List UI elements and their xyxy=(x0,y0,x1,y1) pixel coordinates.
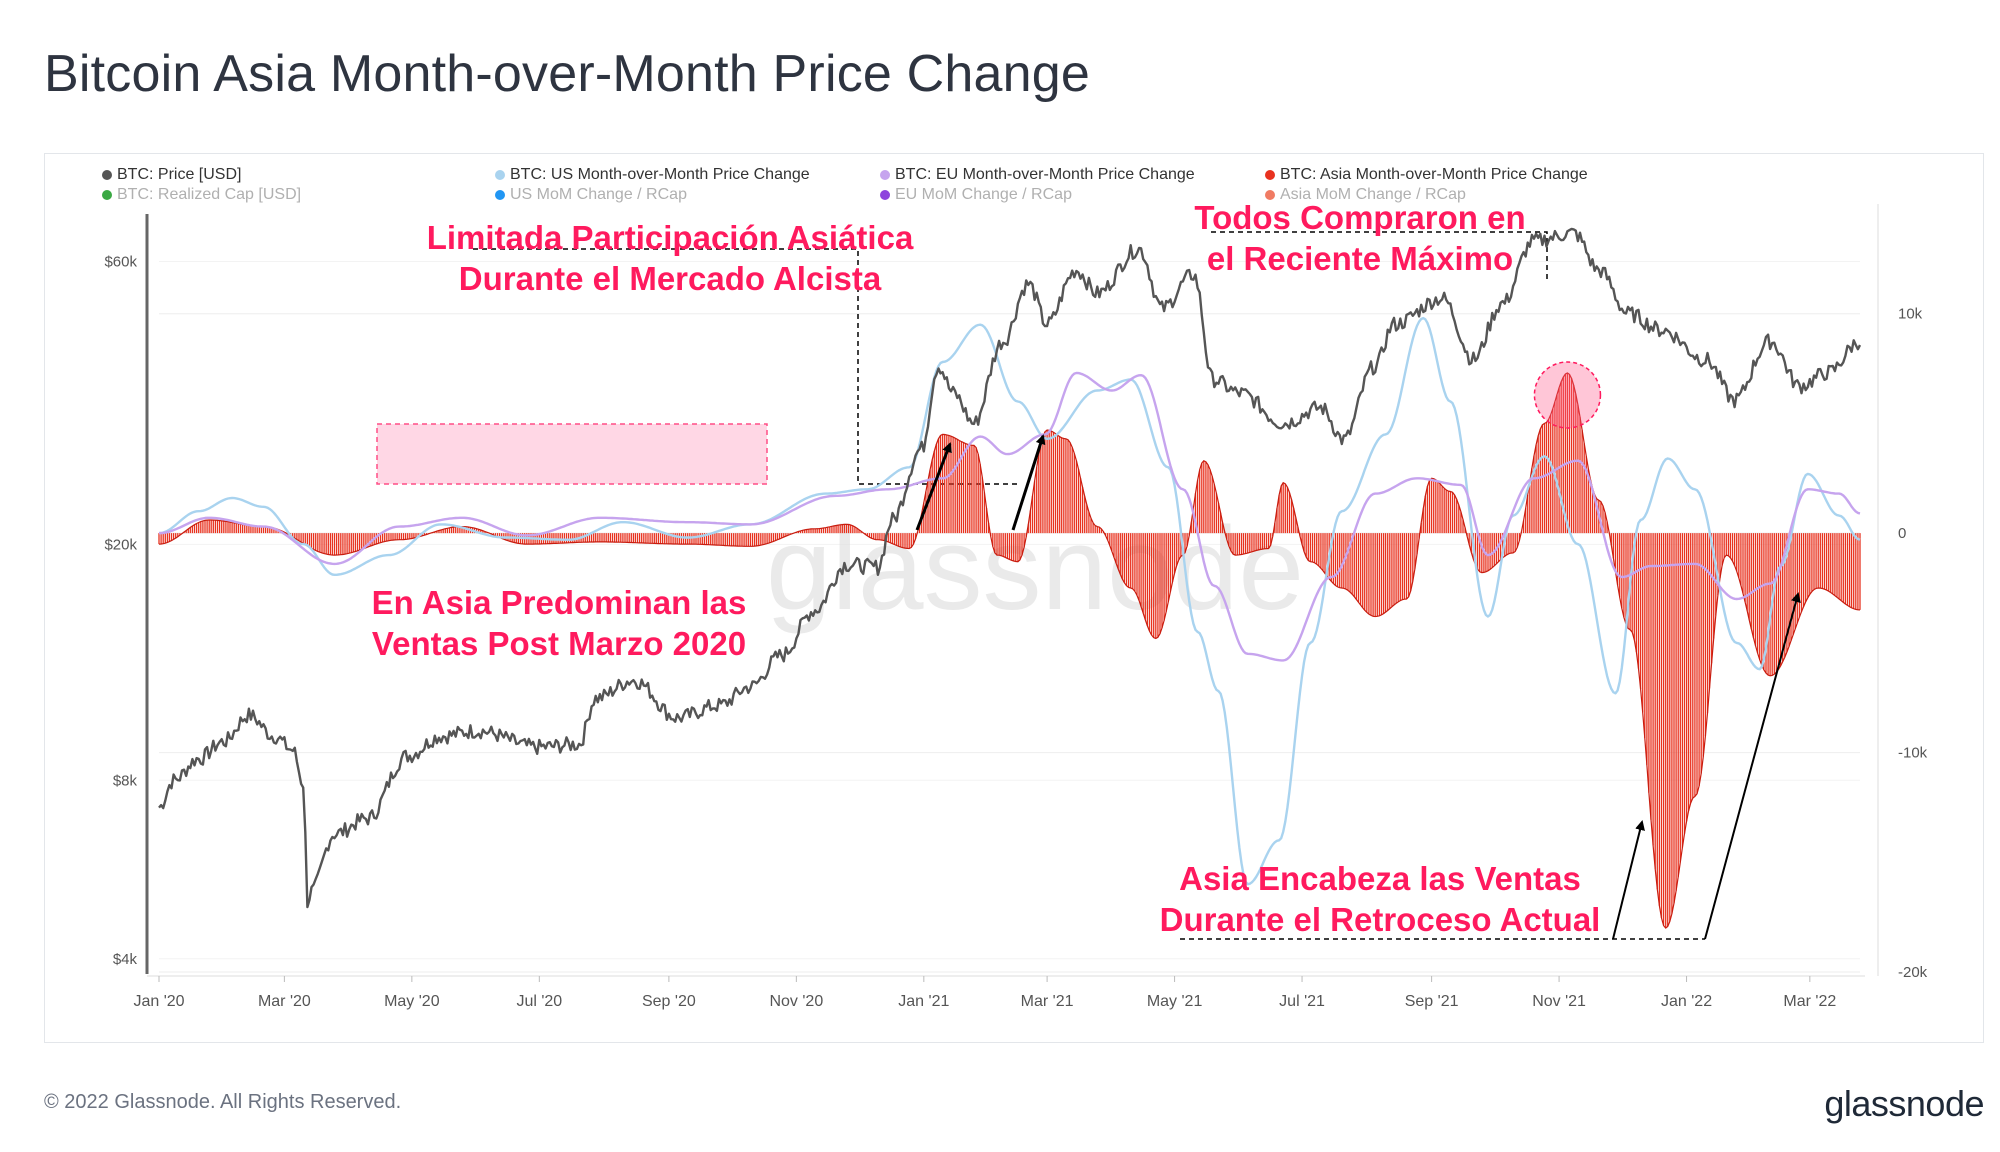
legend-label-1[interactable]: BTC: US Month-over-Month Price Change xyxy=(510,166,810,183)
legend-swatch-2 xyxy=(880,170,890,180)
legend-swatch-4 xyxy=(102,190,112,200)
axes: Jan '20 Mar '20 May '20 Jul '20 Sep '20 Nov '… xyxy=(104,204,1928,1010)
x-tick-label-1: Mar '20 xyxy=(258,993,311,1010)
legend: BTC: Price [USD] BTC: US Month-over-Month… xyxy=(102,166,1588,203)
annotation-text-2: Todos Compraron en xyxy=(1194,199,1525,236)
x-tick-label-11: Nov '21 xyxy=(1532,993,1586,1010)
x-tick-label-0: Jan '20 xyxy=(133,993,184,1010)
annotation-text-4: En Asia Predominan las xyxy=(372,584,747,621)
annotation-arrow-2 xyxy=(1612,820,1645,940)
y-left-tick-label-2: $20k xyxy=(104,536,137,553)
x-tick-label-2: May '20 xyxy=(384,993,440,1010)
annotation-text-7: Durante el Retroceso Actual xyxy=(1160,901,1601,938)
legend-label-2[interactable]: BTC: EU Month-over-Month Price Change xyxy=(895,166,1195,183)
x-tick-label-6: Jan '21 xyxy=(898,993,949,1010)
x-tick-label-5: Nov '20 xyxy=(769,993,823,1010)
x-tick-label-10: Sep '21 xyxy=(1405,993,1459,1010)
series-line-1 xyxy=(158,316,1861,886)
legend-swatch-3 xyxy=(1265,170,1275,180)
chart-svg: BTC: Price [USD] BTC: US Month-over-Month… xyxy=(102,166,1928,1010)
x-tick-label-9: Jul '21 xyxy=(1279,993,1325,1010)
legend-label-0[interactable]: BTC: Price [USD] xyxy=(117,166,241,183)
peak-highlight-circle xyxy=(1533,361,1602,429)
annotation-text-5: Ventas Post Marzo 2020 xyxy=(372,625,746,662)
series-lines xyxy=(158,227,1862,909)
annotation-text-1: Durante el Mercado Alcista xyxy=(459,260,882,297)
dashed-bracket-bullmarket xyxy=(473,248,1017,485)
annotation-arrows xyxy=(915,434,1801,940)
y-right-tick-label-3: -20k xyxy=(1898,964,1928,981)
series-line-0 xyxy=(158,227,1862,909)
legend-label-5[interactable]: US MoM Change / RCap xyxy=(510,186,687,203)
annotation-arrow-3 xyxy=(1704,592,1801,940)
legend-label-3[interactable]: BTC: Asia Month-over-Month Price Change xyxy=(1280,166,1588,183)
legend-swatch-5 xyxy=(495,190,505,200)
legend-swatch-7 xyxy=(1265,190,1275,200)
y-left-tick-label-1: $8k xyxy=(113,772,138,789)
chart-frame: BTC: Price [USD] BTC: US Month-over-Month… xyxy=(44,153,1984,1043)
x-tick-label-3: Jul '20 xyxy=(516,993,562,1010)
x-tick-label-13: Mar '22 xyxy=(1783,993,1836,1010)
shaded-selling-region xyxy=(376,423,768,485)
asia-outline xyxy=(158,372,1861,929)
y-right-tick-label-1: 0 xyxy=(1898,525,1906,542)
annotation-text-6: Asia Encabeza las Ventas xyxy=(1179,860,1581,897)
legend-swatch-1 xyxy=(495,170,505,180)
footer-copyright: © 2022 Glassnode. All Rights Reserved. xyxy=(44,1091,402,1113)
annotation-arrow-0 xyxy=(915,442,952,531)
x-tick-label-8: May '21 xyxy=(1147,993,1203,1010)
legend-swatch-6 xyxy=(880,190,890,200)
footer-logo: glassnode xyxy=(1824,1083,1984,1124)
legend-swatch-0 xyxy=(102,170,112,180)
dashed-bracket-peak xyxy=(1211,231,1548,279)
series-line-2 xyxy=(159,371,1861,662)
y-right-tick-label-0: 10k xyxy=(1898,306,1923,323)
y-left-tick-label-3: $60k xyxy=(104,253,137,270)
legend-label-4[interactable]: BTC: Realized Cap [USD] xyxy=(117,186,301,203)
legend-label-7[interactable]: Asia MoM Change / RCap xyxy=(1280,186,1466,203)
x-tick-label-4: Sep '20 xyxy=(642,993,696,1010)
x-tick-label-12: Jan '22 xyxy=(1661,993,1712,1010)
annotation-text-3: el Reciente Máximo xyxy=(1207,240,1513,277)
annotation-text-0: Limitada Participación Asiática xyxy=(427,219,914,256)
x-tick-label-7: Mar '21 xyxy=(1021,993,1074,1010)
legend-label-6[interactable]: EU MoM Change / RCap xyxy=(895,186,1072,203)
y-right-tick-label-2: -10k xyxy=(1898,745,1928,762)
annotation-arrow-1 xyxy=(1011,434,1046,531)
page-title: Bitcoin Asia Month-over-Month Price Chan… xyxy=(44,45,1091,103)
y-left-tick-label-0: $4k xyxy=(113,951,138,968)
annotation-texts: Limitada Participación Asiática Durante e… xyxy=(372,199,1601,938)
annotation-shapes xyxy=(376,231,1705,940)
